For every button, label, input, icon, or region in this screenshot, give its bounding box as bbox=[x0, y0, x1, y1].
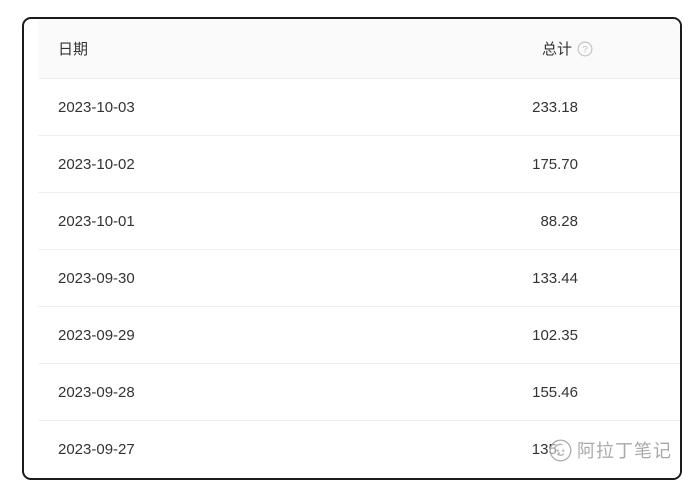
date-cell: 2023-09-27 bbox=[58, 441, 135, 458]
date-cell: 2023-10-02 bbox=[58, 155, 135, 173]
table-row: 2023-10-01 88.28 bbox=[38, 193, 680, 250]
date-cell: 2023-09-29 bbox=[58, 326, 135, 344]
table-row: 2023-09-27 135. bbox=[38, 421, 680, 478]
date-cell: 2023-09-28 bbox=[58, 383, 135, 401]
column-header-total-label: 总计 bbox=[541, 41, 572, 58]
total-cell: 88.28 bbox=[540, 212, 578, 230]
question-circle-icon[interactable]: ? bbox=[577, 40, 593, 57]
table-row: 2023-10-02 175.70 bbox=[38, 136, 680, 193]
table-row: 2023-09-29 102.35 bbox=[38, 307, 680, 364]
svg-text:?: ? bbox=[582, 44, 587, 55]
total-cell: 155.46 bbox=[532, 383, 578, 401]
data-table-card: 日期 总计 ? 2023-10-03 233.18 2023-10-02 175… bbox=[22, 17, 682, 480]
date-cell: 2023-10-01 bbox=[58, 212, 135, 230]
total-cell: 135. bbox=[531, 441, 561, 458]
total-cell: 175.70 bbox=[532, 155, 578, 173]
date-cell: 2023-09-30 bbox=[58, 269, 135, 287]
table-body: 2023-10-03 233.18 2023-10-02 175.70 2023… bbox=[38, 79, 680, 478]
total-cell: 233.18 bbox=[532, 98, 578, 116]
total-cell: 102.35 bbox=[532, 326, 578, 344]
date-cell: 2023-10-03 bbox=[58, 98, 135, 116]
table-row: 2023-10-03 233.18 bbox=[38, 79, 680, 136]
total-cell: 133.44 bbox=[532, 269, 578, 287]
table-row: 2023-09-28 155.46 bbox=[38, 364, 680, 421]
column-header-total: 总计 ? bbox=[420, 38, 680, 59]
table-row: 2023-09-30 133.44 bbox=[38, 250, 680, 307]
data-table: 日期 总计 ? 2023-10-03 233.18 2023-10-02 175… bbox=[38, 19, 680, 478]
column-header-date: 日期 bbox=[58, 41, 89, 58]
table-header-row: 日期 总计 ? bbox=[38, 19, 680, 79]
